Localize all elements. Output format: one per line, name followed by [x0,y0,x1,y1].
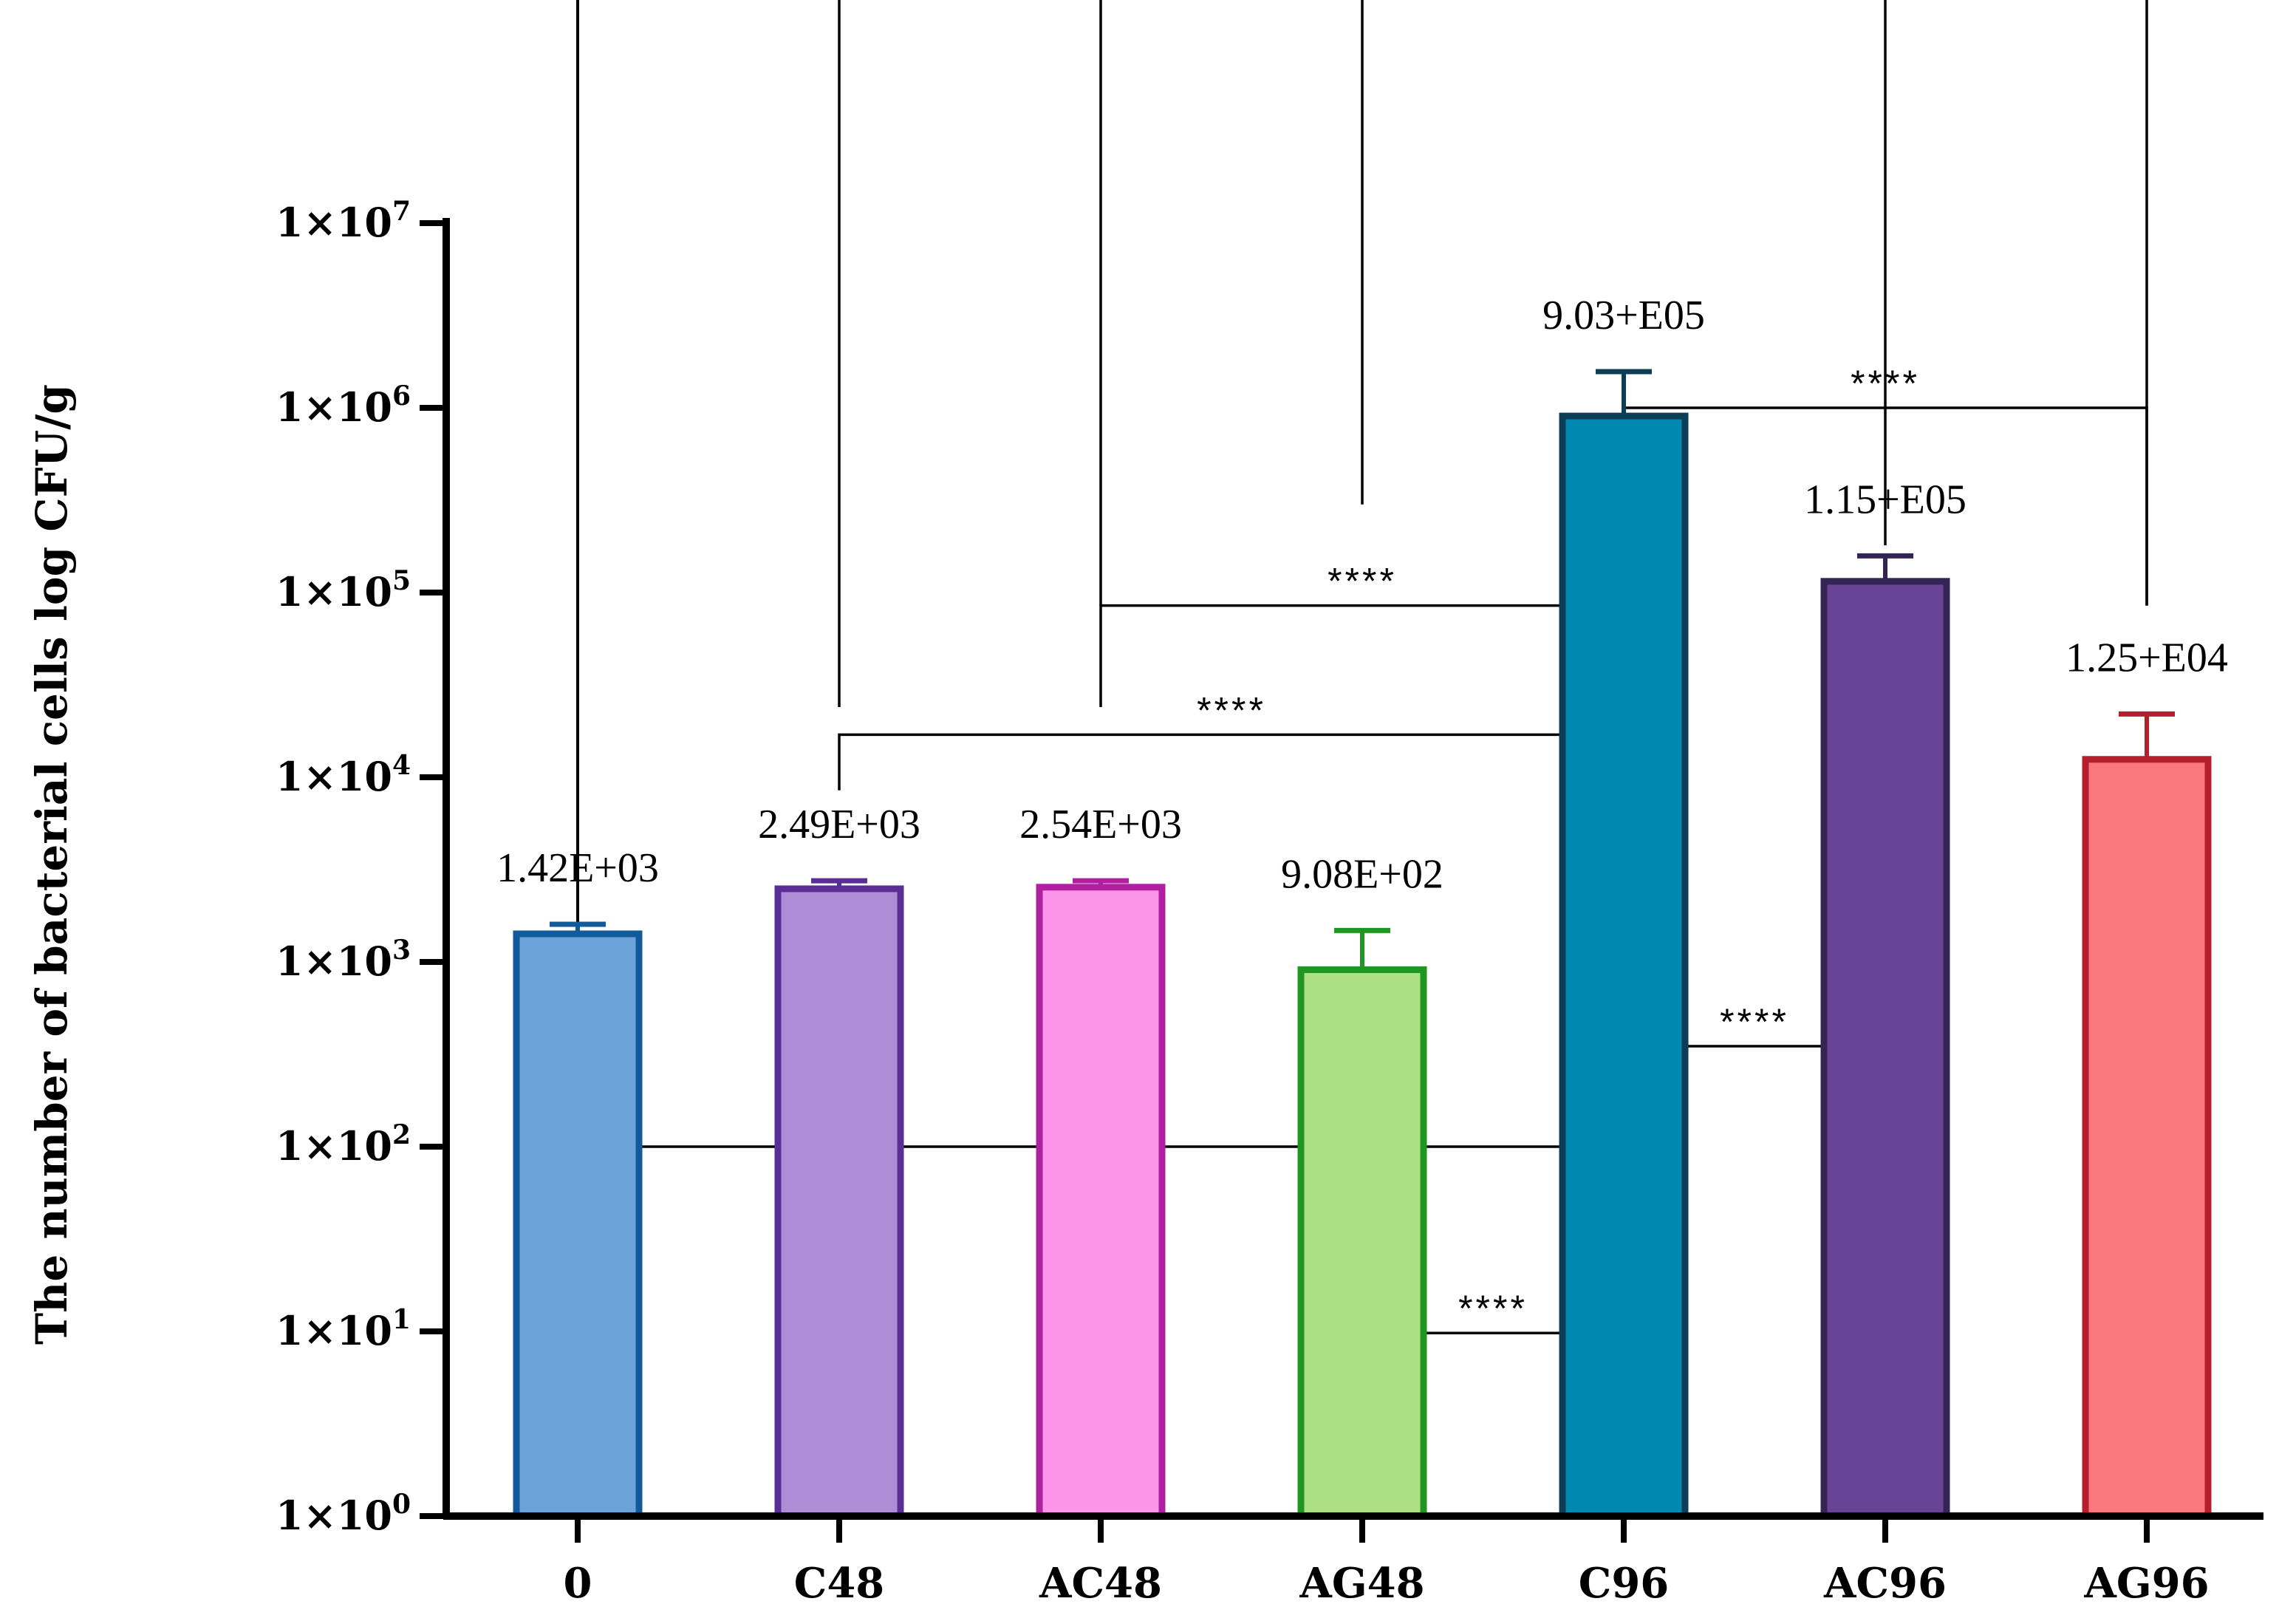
bar-ag96 [2082,756,2212,1520]
x-ticks: 0 C48 AC48 AG48 C96 AC96 AG96 [564,1516,2210,1608]
data-label-ac48: 2.54E+03 [1019,802,1182,847]
y-ticks: 1×100 1×101 1×102 1×103 1×104 1×105 1×106 1×107 [276,196,446,1539]
x-tick-label-0: 0 [564,1559,592,1608]
y-tick-label-3: 1×103 [276,935,411,985]
x-tick-label-c48: C48 [794,1559,885,1608]
significance-bracket-ac48-c96 [1099,604,1625,707]
significance-label-ac48-c96: **** [1328,561,1397,602]
x-tick-label-ac96: AC96 [1823,1559,1947,1608]
significance-bracket-0-c48 [576,0,841,924]
data-label-c96: 9.03+E05 [1542,293,1705,338]
x-tick-label-c96: C96 [1579,1559,1670,1608]
error-bars [550,369,2175,970]
significance-label-c96-ac96: **** [1720,1001,1789,1042]
data-label-ac96: 1.15+E05 [1804,477,1967,522]
y-tick-label-4: 1×104 [276,750,411,800]
x-tick-label-ac48: AC48 [1039,1559,1162,1608]
y-tick-label-0: 1×100 [276,1489,411,1539]
y-tick-label-1: 1×101 [276,1304,411,1354]
bars [513,412,2212,1520]
data-label-0: 1.42E+03 [496,845,659,891]
significance-label-c48-c96: **** [1197,689,1266,731]
significance-label-ag48-c96: **** [1458,1288,1528,1329]
bar-c48 [774,885,904,1520]
bar-ag48 [1297,966,1427,1520]
y-tick-label-7: 1×107 [276,196,411,246]
significance-bracket-0-ac96 [576,0,1887,924]
bar-c96 [1559,412,1689,1520]
significance-bracket-c48-c96 [838,733,1625,980]
significance-label-c96-ag96: **** [1851,363,1920,404]
bar-ac48 [1036,884,1166,1520]
y-tick-label-5: 1×105 [276,565,411,615]
data-label-ag48: 9.08E+02 [1281,851,1443,897]
x-tick-label-ag48: AG48 [1299,1559,1424,1608]
bar-0 [513,930,643,1520]
x-tick-label-ag96: AG96 [2083,1559,2209,1608]
y-tick-label-2: 1×102 [276,1119,411,1170]
y-tick-label-6: 1×106 [276,380,411,431]
data-label-ag96: 1.25+E04 [2066,635,2228,680]
y-axis-label: The number of bacterial cells log CFU/g [27,384,77,1345]
data-labels: 1.42E+03 2.49E+03 2.54E+03 9.08E+02 9.03+E05… [496,293,2228,897]
significance-bracket-0-ag48 [576,0,1364,924]
axes [443,218,2263,1520]
bar-ac96 [1820,578,1950,1520]
data-label-c48: 2.49E+03 [758,802,920,847]
